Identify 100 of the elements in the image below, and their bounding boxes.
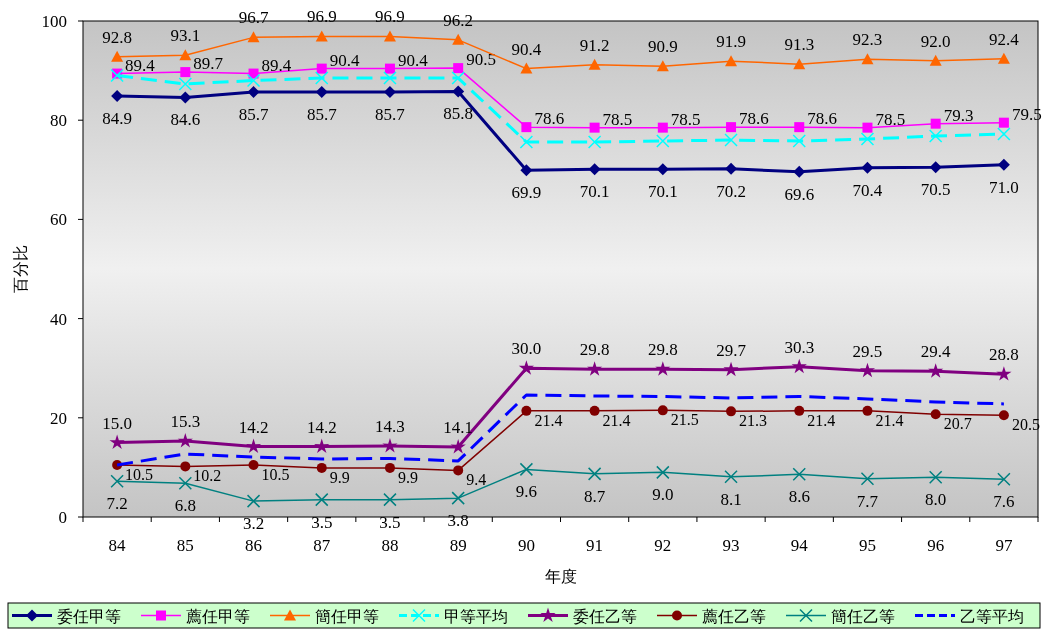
- point: [451, 491, 465, 505]
- point: [518, 360, 534, 375]
- data-label: 92.3: [852, 30, 883, 50]
- point: [998, 410, 1009, 421]
- data-label: 70.1: [579, 182, 610, 202]
- point: [792, 134, 806, 148]
- point: [520, 164, 533, 177]
- data-label: 69.9: [511, 183, 542, 203]
- legend-label: 簡任甲等: [315, 607, 379, 625]
- data-label: 90.4: [329, 50, 360, 70]
- data-label: 92.0: [920, 31, 951, 51]
- data-label: 3.8: [447, 511, 469, 531]
- data-label: 93.1: [170, 26, 201, 46]
- data-label: 78.6: [807, 109, 837, 129]
- data-label: 3.2: [242, 514, 265, 534]
- point: [793, 58, 806, 70]
- data-label: 90.4: [397, 50, 429, 70]
- point: [452, 33, 465, 45]
- data-label: 78.5: [875, 109, 906, 129]
- point: [315, 71, 329, 85]
- data-label: 8.7: [583, 486, 606, 506]
- point: [588, 163, 601, 176]
- data-label: 10.5: [125, 465, 154, 483]
- point: [861, 161, 874, 174]
- data-label: 6.8: [174, 496, 196, 516]
- data-label: 90.4: [511, 39, 542, 59]
- point: [519, 135, 534, 149]
- point: [930, 118, 941, 129]
- x-tick-label: 95: [858, 536, 876, 555]
- x-tick-label: 90: [517, 536, 535, 555]
- point: [453, 63, 464, 74]
- point: [929, 161, 942, 174]
- point: [588, 58, 601, 70]
- legend-label: 委任乙等: [573, 607, 637, 625]
- point: [997, 52, 1010, 64]
- data-label: 70.5: [920, 180, 951, 200]
- data-label: 20.7: [943, 415, 972, 433]
- point: [725, 162, 738, 175]
- point: [862, 122, 873, 133]
- point: [180, 461, 191, 472]
- x-tick-label: 84: [108, 536, 127, 555]
- y-tick-label: 60: [50, 210, 67, 230]
- data-label: 9.9: [397, 468, 418, 486]
- data-label: 91.3: [784, 35, 815, 55]
- data-label: 91.9: [716, 32, 746, 52]
- point: [724, 470, 738, 484]
- data-label: 29.5: [852, 341, 883, 361]
- data-label: 3.5: [311, 512, 333, 532]
- point: [792, 467, 806, 482]
- point: [589, 405, 600, 416]
- point: [247, 31, 260, 43]
- point: [178, 476, 193, 491]
- point: [246, 73, 261, 88]
- data-label: 7.6: [993, 492, 1015, 512]
- x-tick-label: 96: [927, 536, 945, 555]
- point: [316, 462, 327, 473]
- point: [246, 494, 261, 508]
- data-label: 29.7: [716, 340, 747, 360]
- point: [928, 470, 943, 485]
- data-label: 9.9: [329, 468, 350, 486]
- x-tick-label: 89: [449, 536, 467, 555]
- data-label: 9.6: [515, 482, 538, 502]
- point: [521, 122, 532, 133]
- point: [861, 53, 874, 65]
- point: [860, 132, 875, 146]
- point: [315, 492, 329, 507]
- point: [450, 439, 466, 454]
- point: [177, 433, 193, 448]
- point: [657, 405, 668, 416]
- legend-label: 簡任乙等: [831, 607, 895, 625]
- x-tick-label: 87: [313, 536, 331, 555]
- point: [656, 465, 670, 480]
- data-label: 92.4: [989, 29, 1020, 49]
- point: [997, 158, 1010, 171]
- data-label: 70.1: [647, 182, 678, 202]
- point: [998, 117, 1009, 128]
- point: [110, 474, 124, 489]
- point: [929, 54, 942, 66]
- y-tick-label: 0: [58, 508, 67, 527]
- point: [862, 405, 873, 416]
- point: [930, 409, 941, 420]
- data-label: 8.0: [925, 490, 947, 510]
- point: [655, 361, 671, 376]
- data-label: 78.5: [602, 109, 633, 129]
- point: [248, 459, 259, 470]
- point: [859, 362, 876, 378]
- point: [383, 492, 397, 507]
- data-label: 85.7: [238, 104, 269, 124]
- legend-label: 薦任乙等: [702, 607, 766, 625]
- point: [723, 361, 739, 377]
- point: [315, 30, 328, 42]
- point: [724, 133, 738, 147]
- point: [314, 438, 330, 454]
- point: [793, 165, 806, 178]
- y-tick-label: 40: [50, 309, 67, 329]
- point: [383, 71, 397, 85]
- data-label: 84.6: [170, 110, 201, 130]
- point: [179, 91, 192, 104]
- point: [928, 363, 944, 378]
- point: [726, 406, 737, 417]
